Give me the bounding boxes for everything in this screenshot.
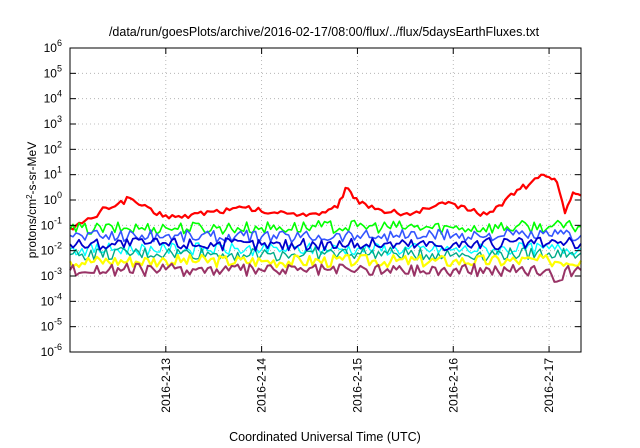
y-tick-label: 105 [44, 63, 62, 80]
series-line [69, 228, 582, 244]
y-tick-label: 10-5 [41, 317, 62, 334]
y-tick-exponent: 6 [57, 38, 62, 48]
y-tick-exponent: 3 [57, 114, 62, 124]
y-tick-exponent: 5 [57, 63, 62, 73]
series-line [69, 253, 582, 269]
x-tick-label: 2016-2-16 [446, 358, 460, 413]
y-tick-label: 10-4 [41, 291, 62, 308]
y-tick-exponent: -4 [54, 291, 62, 301]
y-tick-label: 102 [44, 139, 62, 156]
y-tick-label: 104 [44, 89, 62, 106]
y-label-sup: 2 [25, 194, 34, 199]
y-tick-exponent: 0 [57, 190, 62, 200]
series-line [69, 236, 582, 252]
x-tick-label: 2016-2-17 [542, 358, 556, 413]
y-tick-label: 10-3 [41, 266, 62, 283]
x-axis-ticks: 2016-2-13 2016-2-14 2016-2-15 2016-2-16 2016… [159, 48, 556, 413]
y-label-pre: protons/cm [25, 199, 39, 258]
y-tick-label: 10-6 [41, 342, 62, 359]
y-axis-ticks: 10-610-510-410-310-210-11001011021031041… [41, 38, 581, 359]
y-tick-base: 10 [44, 41, 58, 55]
x-axis-label: Coordinated Universal Time (UTC) [229, 430, 421, 444]
y-tick-base: 10 [44, 66, 58, 80]
y-tick-exponent: 1 [57, 165, 62, 175]
y-tick-exponent: -3 [54, 266, 62, 276]
y-tick-label: 103 [44, 114, 62, 131]
y-tick-base: 10 [41, 345, 55, 359]
y-tick-label: 106 [44, 38, 62, 55]
y-tick-label: 101 [44, 165, 62, 182]
y-tick-label: 10-1 [41, 215, 62, 232]
y-tick-exponent: 2 [57, 139, 62, 149]
series-line [69, 219, 582, 235]
y-axis-label: protons/cm2-s-sr-MeV [25, 142, 40, 258]
y-tick-exponent: 4 [57, 89, 62, 99]
y-tick-exponent: -2 [54, 241, 62, 251]
y-tick-base: 10 [41, 244, 55, 258]
x-tick-label: 2016-2-13 [159, 358, 173, 413]
y-tick-base: 10 [41, 218, 55, 232]
series-line [69, 246, 582, 262]
y-tick-exponent: -6 [54, 342, 62, 352]
series-line [69, 262, 582, 283]
y-tick-base: 10 [44, 117, 58, 131]
y-tick-base: 10 [44, 193, 58, 207]
y-tick-label: 100 [44, 190, 62, 207]
series-line [69, 173, 582, 231]
y-tick-base: 10 [41, 320, 55, 334]
y-tick-base: 10 [44, 168, 58, 182]
series-layer [69, 173, 582, 283]
x-tick-label: 2016-2-15 [350, 358, 364, 413]
chart-title: /data/run/goesPlots/archive/2016-02-17/0… [109, 25, 540, 39]
y-tick-base: 10 [44, 142, 58, 156]
y-tick-base: 10 [44, 92, 58, 106]
series-line [69, 242, 582, 257]
x-tick-label: 2016-2-14 [255, 358, 269, 413]
y-tick-base: 10 [41, 269, 55, 283]
y-tick-base: 10 [41, 294, 55, 308]
y-tick-label: 10-2 [41, 241, 62, 258]
y-label-post: -s-sr-MeV [25, 142, 39, 195]
y-tick-exponent: -5 [54, 317, 62, 327]
y-tick-exponent: -1 [54, 215, 62, 225]
